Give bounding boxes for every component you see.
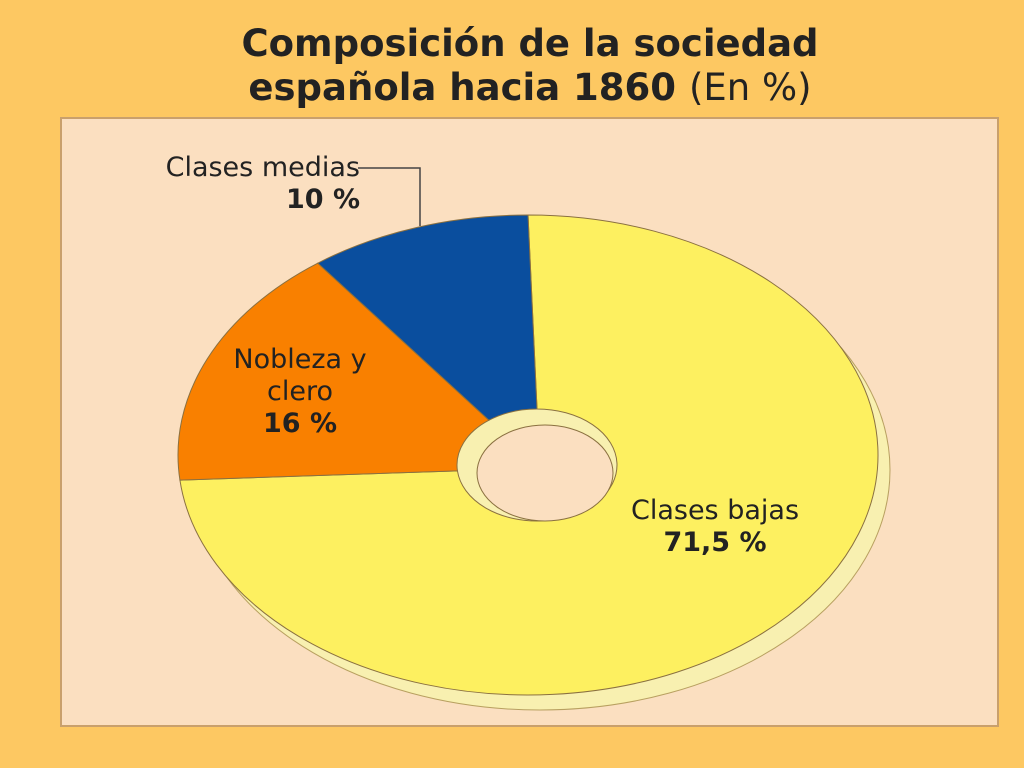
donut-slice [316, 214, 538, 421]
chart-title: Composición de la sociedad española haci… [241, 22, 819, 109]
slice-label: Clases medias 10 % [80, 152, 360, 216]
value-label: 10 % [285, 184, 360, 215]
title-block: Composición de la sociedad española haci… [150, 22, 910, 110]
leader-line [358, 167, 421, 226]
category-label: Clases medias [165, 152, 360, 183]
donut-slice [177, 262, 490, 481]
value-label: 71,5 % [663, 527, 767, 558]
category-label: Clases bajas [630, 495, 800, 526]
category-label: Nobleza y clero [233, 344, 367, 407]
slice-label: Nobleza y clero 16 % [230, 344, 370, 440]
chart-subtitle: (En %) [688, 66, 812, 109]
slice-label: Clases bajas 71,5 % [600, 495, 830, 559]
value-label: 16 % [262, 408, 338, 439]
donut-hole [476, 424, 614, 522]
